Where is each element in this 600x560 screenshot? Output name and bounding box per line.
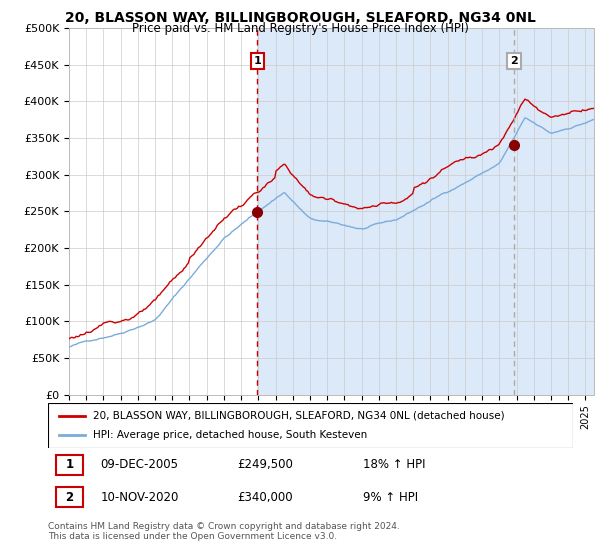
Text: £249,500: £249,500 — [237, 459, 293, 472]
Text: Price paid vs. HM Land Registry's House Price Index (HPI): Price paid vs. HM Land Registry's House … — [131, 22, 469, 35]
Text: 10-NOV-2020: 10-NOV-2020 — [101, 491, 179, 503]
Text: 2: 2 — [65, 491, 74, 503]
Text: 2: 2 — [510, 56, 518, 66]
Bar — [257, 28, 594, 395]
Text: 09-DEC-2005: 09-DEC-2005 — [101, 459, 179, 472]
Bar — [56, 487, 83, 507]
Text: 20, BLASSON WAY, BILLINGBOROUGH, SLEAFORD, NG34 0NL: 20, BLASSON WAY, BILLINGBOROUGH, SLEAFOR… — [65, 11, 535, 25]
Text: 1: 1 — [253, 56, 261, 66]
Text: HPI: Average price, detached house, South Kesteven: HPI: Average price, detached house, Sout… — [92, 431, 367, 441]
Text: 20, BLASSON WAY, BILLINGBOROUGH, SLEAFORD, NG34 0NL (detached house): 20, BLASSON WAY, BILLINGBOROUGH, SLEAFOR… — [92, 410, 504, 421]
Text: Contains HM Land Registry data © Crown copyright and database right 2024.
This d: Contains HM Land Registry data © Crown c… — [48, 522, 400, 542]
Text: 9% ↑ HPI: 9% ↑ HPI — [363, 491, 418, 503]
Text: 18% ↑ HPI: 18% ↑ HPI — [363, 459, 425, 472]
Text: 1: 1 — [65, 459, 74, 472]
Bar — [56, 455, 83, 475]
Text: £340,000: £340,000 — [237, 491, 293, 503]
